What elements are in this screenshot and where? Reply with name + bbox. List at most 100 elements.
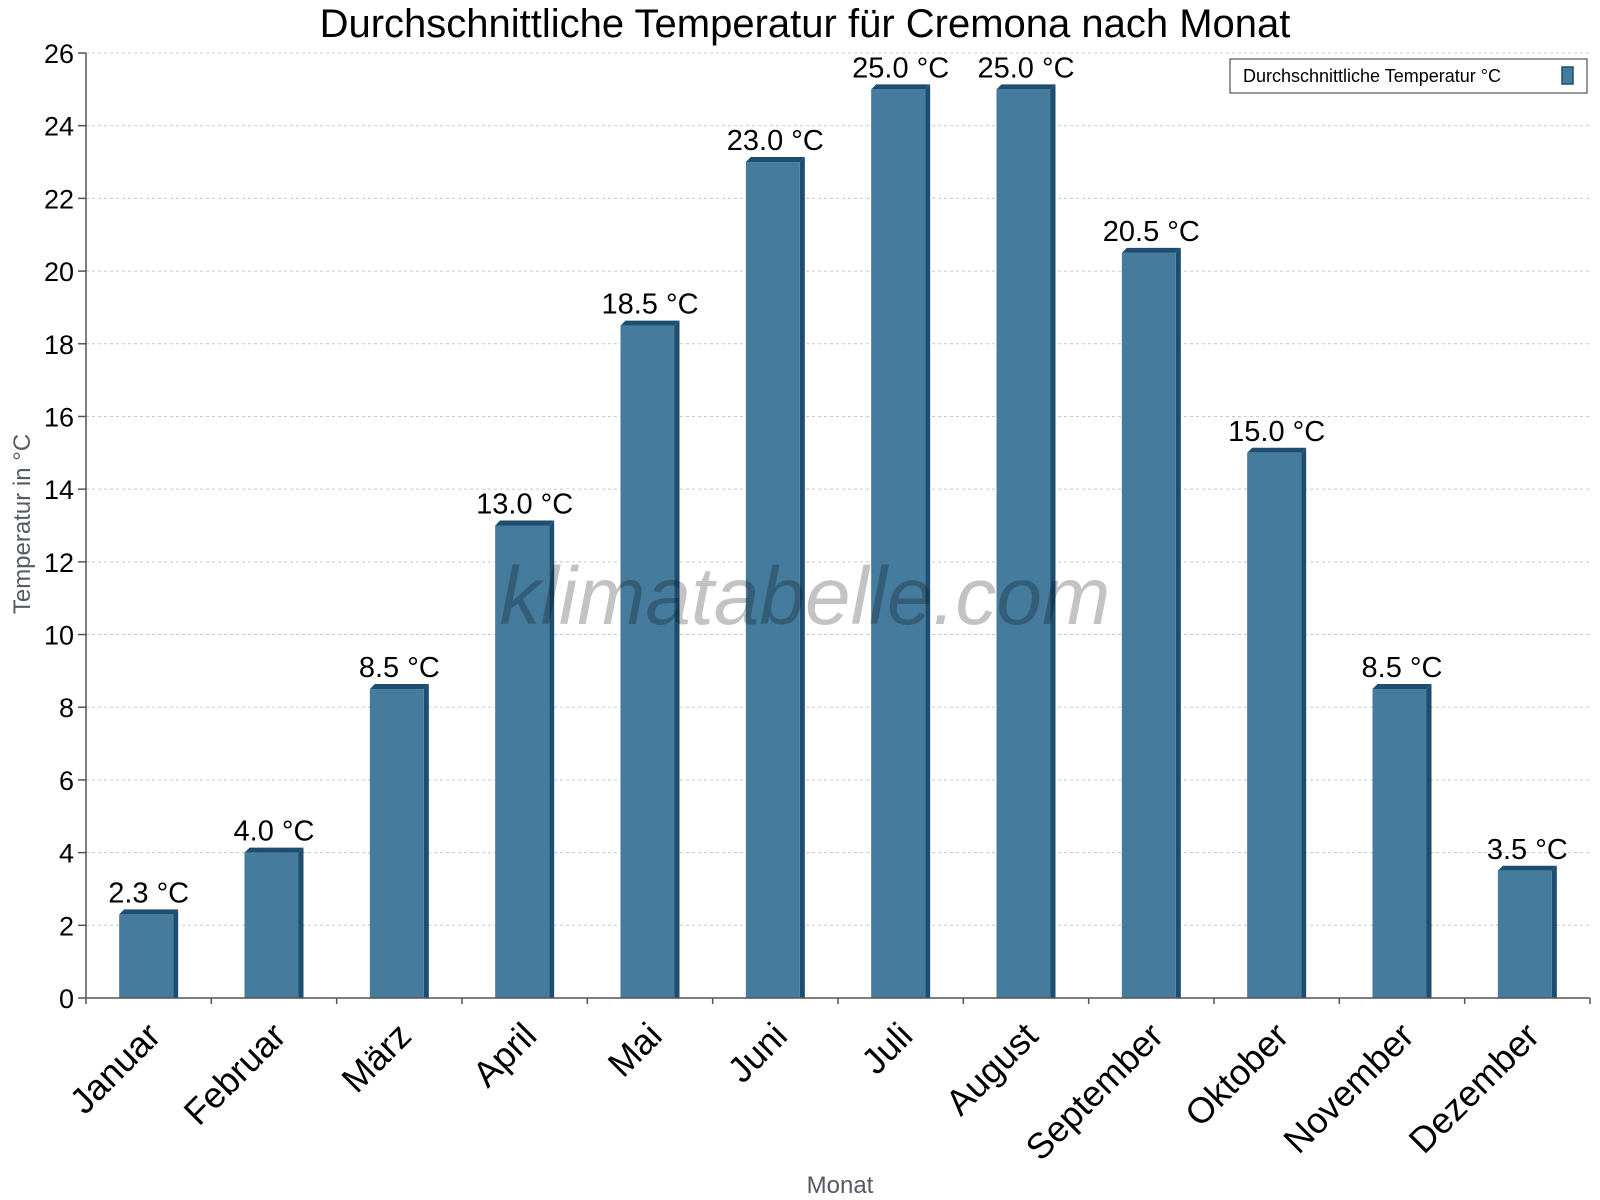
category-label: Oktober: [1177, 1015, 1297, 1135]
bar-top: [244, 847, 304, 853]
bar: [1247, 447, 1307, 998]
bar: [244, 847, 304, 998]
bars: [119, 84, 1557, 999]
bar-top: [1372, 684, 1432, 690]
bar-top: [745, 157, 805, 163]
bar-face: [119, 914, 174, 998]
value-label: 4.0 °C: [234, 816, 315, 848]
value-label: 8.5 °C: [1362, 652, 1443, 684]
category-label: Januar: [61, 1015, 168, 1122]
y-tick-label: 16: [44, 402, 74, 432]
legend-box: [1229, 58, 1588, 94]
y-tick-label: 18: [44, 330, 74, 360]
bar: [495, 520, 555, 998]
y-tick-label: 26: [44, 39, 74, 69]
bar-top: [495, 520, 555, 526]
bar-side: [1551, 865, 1557, 998]
y-tick-label: 10: [44, 621, 74, 651]
value-label: 25.0 °C: [852, 52, 949, 84]
bar-face: [1121, 252, 1176, 999]
bar-side: [1301, 447, 1307, 998]
bar-face: [871, 89, 926, 999]
bar-side: [549, 520, 555, 998]
bar: [1497, 865, 1557, 998]
category-label: Juni: [719, 1015, 795, 1091]
bar-face: [620, 325, 675, 998]
x-ticks: [85, 998, 1591, 1004]
bar-side: [1050, 84, 1056, 999]
grid-lines: [86, 52, 1590, 926]
legend-label: Durchschnittliche Temperatur °C: [1243, 66, 1501, 86]
y-tick-label: 4: [59, 839, 74, 869]
bar-top: [369, 684, 429, 690]
bar: [871, 84, 931, 999]
bar-top: [1121, 247, 1181, 253]
category-label: November: [1275, 1015, 1421, 1161]
category-label: Juli: [853, 1015, 920, 1082]
value-labels: 2.3 °C 4.0 °C 8.5 °C 13.0 °C 18.5 °C 23.0 °C 2…: [108, 52, 1568, 909]
y-tick-label: 12: [44, 548, 74, 578]
value-label: 23.0 °C: [727, 125, 824, 157]
y-tick-label: 8: [59, 693, 74, 723]
y-axis-title: Temperatur in °C: [9, 434, 36, 614]
category-label: März: [333, 1015, 419, 1101]
bar-side: [173, 909, 179, 998]
y-tick-label: 22: [44, 184, 74, 214]
bar-side: [423, 684, 429, 998]
bar: [369, 684, 429, 998]
bar: [1121, 247, 1181, 999]
bar-side: [925, 84, 931, 999]
bar-face: [1372, 689, 1427, 998]
category-label: August: [937, 1015, 1045, 1123]
bar-top: [1497, 865, 1557, 871]
value-label: 18.5 °C: [601, 289, 698, 321]
value-label: 20.5 °C: [1103, 216, 1200, 248]
bar-side: [674, 320, 680, 998]
bar: [745, 157, 805, 999]
y-tick-label: 14: [44, 475, 74, 505]
bar-side: [799, 157, 805, 999]
bar-face: [745, 162, 800, 999]
bar-face: [244, 852, 299, 998]
value-label: 8.5 °C: [359, 652, 440, 684]
bar-side: [298, 847, 304, 998]
value-label: 25.0 °C: [977, 52, 1074, 84]
y-tick-label: 6: [59, 766, 74, 796]
bar-top: [119, 909, 179, 915]
value-label: 13.0 °C: [476, 489, 573, 521]
bar-top: [1247, 447, 1307, 453]
value-label: 2.3 °C: [108, 877, 189, 909]
value-label: 15.0 °C: [1228, 416, 1325, 448]
category-label: April: [464, 1015, 544, 1095]
bar-face: [1497, 870, 1552, 998]
bar: [119, 909, 179, 998]
y-tick-label: 24: [44, 112, 74, 142]
category-label: Februar: [176, 1015, 294, 1133]
x-axis-title: Monat: [807, 1172, 874, 1199]
value-label: 3.5 °C: [1487, 834, 1568, 866]
category-label: Mai: [600, 1015, 670, 1085]
bar-side: [1426, 684, 1432, 998]
bar-top: [871, 84, 931, 90]
y-tick-label: 2: [59, 911, 74, 941]
bar: [1372, 684, 1432, 998]
bar-top: [620, 320, 680, 326]
bar-top: [996, 84, 1056, 90]
bar-face: [369, 689, 424, 998]
bar-face: [996, 89, 1051, 999]
category-label: Dezember: [1401, 1015, 1547, 1161]
bar: [620, 320, 680, 998]
bar: [996, 84, 1056, 999]
bar-side: [1175, 247, 1181, 999]
watermark: klimatabelle.com: [500, 551, 1111, 642]
chart-title: Durchschnittliche Temperatur für Cremona…: [320, 2, 1291, 46]
bar-face: [495, 525, 550, 998]
category-labels: Januar Februar März April Mai Juni Juli AugustS…: [61, 1015, 1547, 1169]
legend: Durchschnittliche Temperatur °C: [1229, 58, 1588, 94]
legend-swatch: [1561, 66, 1574, 85]
category-label: September: [1017, 1015, 1171, 1169]
bar-face: [1247, 452, 1302, 998]
y-tick-label: 0: [59, 984, 74, 1014]
